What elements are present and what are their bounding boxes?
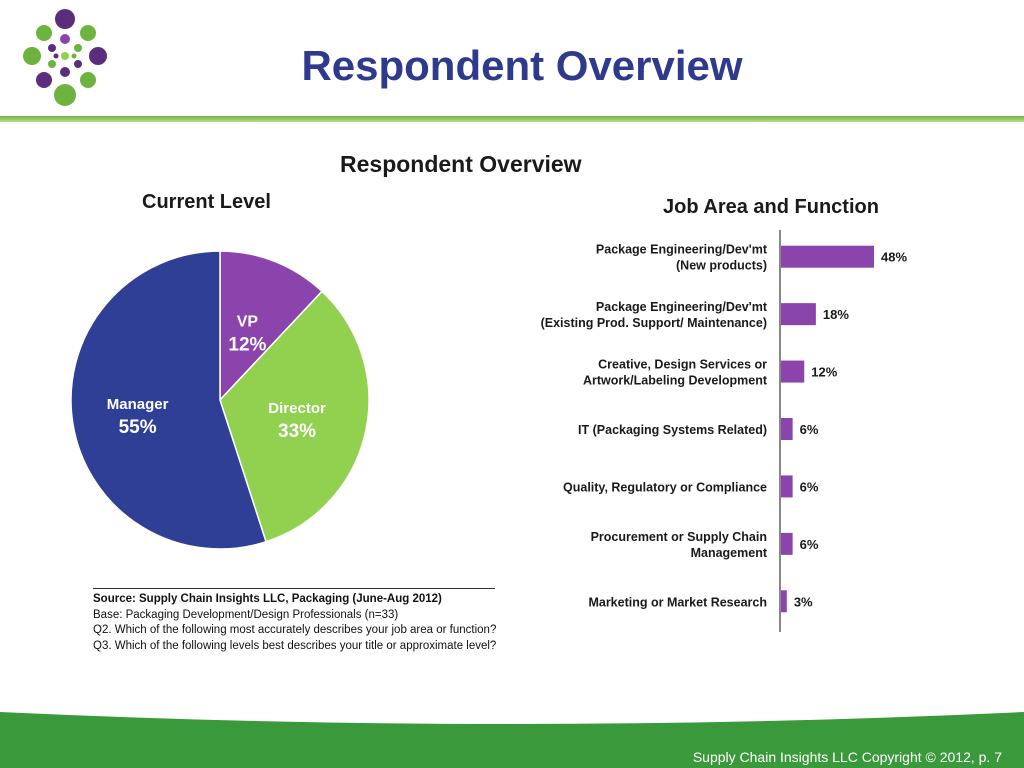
question-q3: Q3. Which of the following levels best d… [93, 639, 497, 652]
pie-label-vp: VP [237, 314, 259, 331]
bar-4 [781, 475, 793, 498]
pie-slice-director [219, 290, 370, 543]
bar-category-label-2-0: Creative, Design Services or [598, 358, 767, 372]
bar-category-label-5-1: Management [691, 546, 768, 560]
bar-category-label-0-0: Package Engineering/Dev'mt [596, 243, 768, 257]
pie-chart-title: Current Level [142, 191, 271, 213]
pie-label-manager: Manager [107, 396, 169, 413]
bar-1 [781, 303, 816, 326]
bar-category-label-4: Quality, Regulatory or Compliance [563, 480, 767, 494]
bar-category-label-1-0: Package Engineering/Dev'mt [596, 300, 768, 314]
supply-chain-insights-logo [23, 9, 107, 106]
pie-slice-manager [70, 250, 267, 550]
bar-category-label-5-0: Procurement or Supply Chain [591, 530, 767, 544]
bar-value-label-5: 6% [800, 537, 819, 552]
pie-value-manager: 55% [119, 417, 157, 438]
source-divider [93, 588, 495, 589]
bar-3 [781, 418, 793, 440]
bar-0 [781, 245, 874, 268]
footer-copyright: Supply Chain Insights LLC Copyright © 20… [692, 749, 1002, 765]
base-line: Base: Packaging Development/Design Profe… [93, 608, 399, 621]
bar-value-label-1: 18% [823, 307, 849, 322]
bar-chart-title: Job Area and Function [663, 196, 879, 218]
pie-value-director: 33% [278, 421, 316, 442]
bar-value-label-3: 6% [800, 422, 819, 437]
bar-value-label-6: 3% [794, 594, 813, 609]
title-divider [0, 116, 1024, 122]
question-q2: Q2. Which of the following most accurate… [93, 624, 497, 636]
chart-heading: Respondent Overview [340, 151, 582, 177]
source-notes: Source: Supply Chain Insights LLC, Packa… [93, 588, 496, 654]
bar-category-label-3: IT (Packaging Systems Related) [578, 423, 767, 437]
bar-value-label-0: 48% [881, 250, 907, 265]
pie-value-vp: 12% [228, 335, 266, 356]
source-line: Source: Supply Chain Insights LLC, Packa… [93, 593, 442, 605]
pie-label-director: Director [268, 400, 326, 417]
bar-value-label-4: 6% [800, 479, 819, 494]
bar-category-label-6: Marketing or Market Research [588, 595, 767, 609]
bar-5 [781, 532, 793, 555]
bar-value-label-2: 12% [811, 365, 837, 380]
bar-category-label-0-1: (New products) [676, 259, 767, 273]
footer-bar [0, 712, 1024, 768]
bar-6 [781, 590, 787, 613]
bar-category-label-1-1: (Existing Prod. Support/ Maintenance) [541, 316, 767, 330]
bar-category-label-2-1: Artwork/Labeling Development [583, 374, 768, 388]
bar-2 [781, 360, 805, 383]
slide-title: Respondent Overview [301, 42, 743, 89]
pie-slice-vp [219, 250, 324, 402]
